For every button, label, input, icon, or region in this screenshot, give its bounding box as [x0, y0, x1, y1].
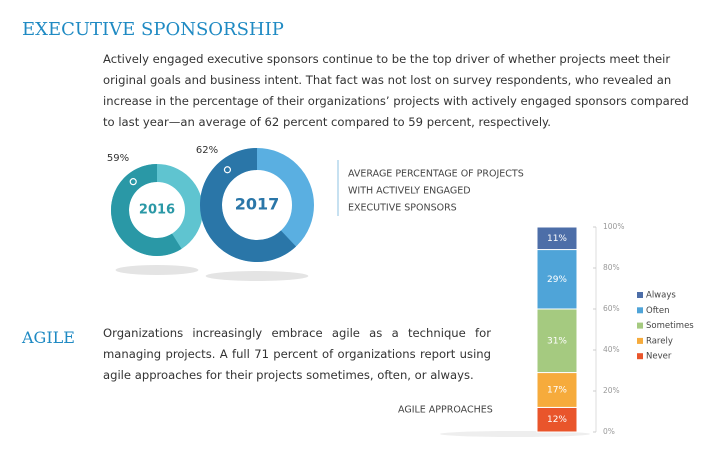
section-title: AGILE [22, 328, 75, 347]
legend-label: Rarely [646, 336, 673, 346]
caption: AVERAGE PERCENTAGE OF PROJECTS [348, 169, 524, 180]
bar-segment [536, 308, 578, 374]
section-body: Actively engaged executive sponsors cont… [103, 52, 689, 129]
value-label: 11% [547, 234, 567, 244]
y-tick-label: 40% [603, 345, 620, 354]
value-label: 17% [547, 385, 567, 395]
legend-label: Always [646, 291, 676, 301]
legend-swatch [637, 337, 643, 344]
y-tick-label: 20% [603, 386, 620, 395]
section-body: Organizations increasingly embrace agile… [103, 326, 491, 382]
year: 2016 [139, 203, 175, 218]
donut-arc [111, 164, 182, 256]
legend-swatch [637, 322, 643, 329]
shadow [205, 271, 309, 281]
shadow [115, 265, 199, 275]
legend-swatch [637, 292, 643, 298]
y-tick-label: 80% [603, 263, 620, 272]
legend-swatch [637, 307, 643, 314]
value-label: 31% [547, 336, 567, 346]
legend-label: Often [646, 306, 669, 316]
bar-segment [536, 226, 578, 251]
value-label: 29% [547, 275, 567, 285]
marker [223, 166, 232, 174]
bar-segment [536, 406, 578, 433]
bar-segment [536, 372, 578, 408]
caption: WITH ACTIVELY ENGAGED [348, 186, 471, 197]
caption: EXECUTIVE SPONSORS [348, 203, 457, 214]
year: 2017 [235, 195, 280, 214]
legend-label: Never [646, 352, 672, 362]
caption: AGILE APPROACHES [398, 405, 493, 416]
value-label: 12% [547, 415, 567, 425]
y-tick-label: 100% [603, 222, 624, 231]
value-label: 59% [107, 153, 129, 164]
shadow [440, 431, 590, 437]
value-label: 62% [196, 145, 218, 156]
y-tick-label: 60% [603, 304, 620, 313]
donut-arc [200, 148, 297, 262]
section-title: EXECUTIVE SPONSORSHIP [22, 19, 284, 40]
y-tick-label: 0% [603, 427, 615, 436]
marker [129, 178, 137, 186]
legend-swatch [637, 353, 643, 360]
legend-label: Sometimes [646, 321, 694, 331]
